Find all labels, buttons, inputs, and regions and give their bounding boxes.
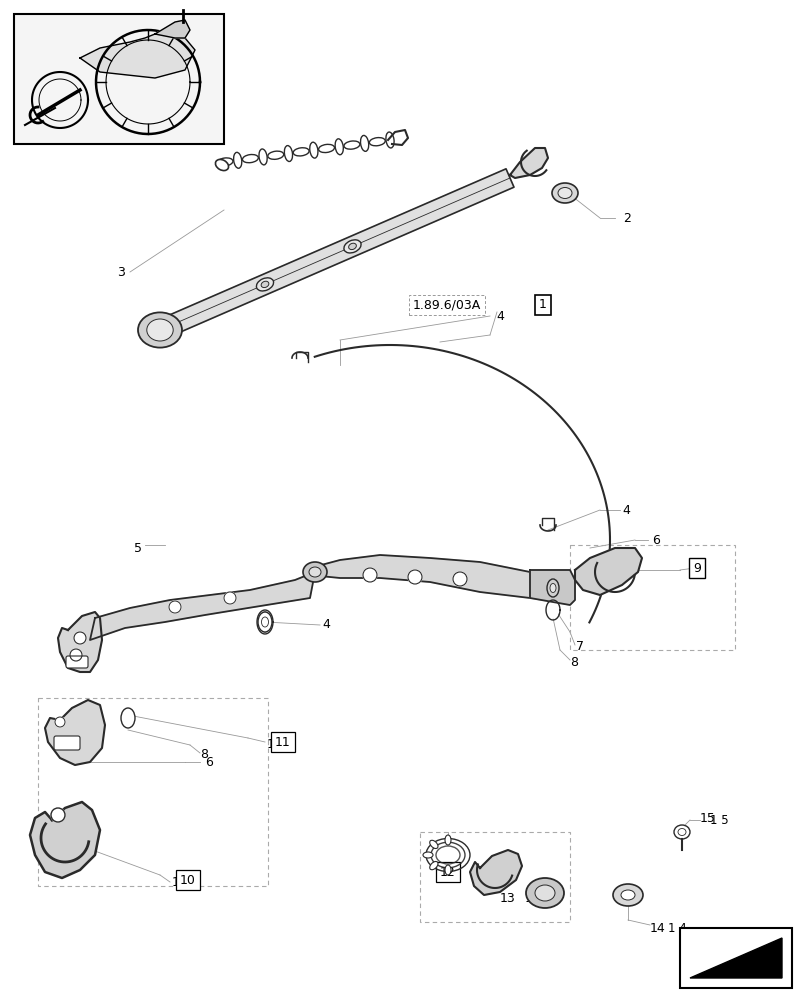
Polygon shape	[470, 850, 522, 895]
Text: 1.89.6/03A: 1.89.6/03A	[413, 298, 481, 312]
Ellipse shape	[138, 312, 182, 348]
Polygon shape	[575, 548, 642, 595]
Ellipse shape	[259, 149, 267, 165]
Ellipse shape	[613, 884, 643, 906]
Circle shape	[363, 568, 377, 582]
Ellipse shape	[386, 132, 394, 148]
Circle shape	[55, 717, 65, 727]
Polygon shape	[690, 938, 782, 978]
FancyBboxPatch shape	[54, 736, 80, 750]
Polygon shape	[155, 20, 190, 38]
Text: 6: 6	[652, 534, 660, 546]
Ellipse shape	[318, 144, 335, 153]
Text: 9: 9	[693, 562, 701, 574]
Polygon shape	[80, 34, 195, 78]
Ellipse shape	[309, 142, 318, 158]
Text: 10: 10	[180, 874, 196, 886]
Ellipse shape	[284, 146, 292, 161]
Bar	[14, 14, 224, 144]
Text: 5: 5	[134, 542, 142, 554]
Ellipse shape	[217, 158, 233, 166]
Ellipse shape	[547, 579, 559, 597]
Text: 12: 12	[488, 879, 503, 892]
Circle shape	[70, 649, 82, 661]
Text: 4: 4	[496, 310, 504, 322]
Polygon shape	[259, 612, 271, 632]
Polygon shape	[30, 802, 100, 878]
Ellipse shape	[216, 159, 229, 171]
Ellipse shape	[242, 155, 259, 163]
Ellipse shape	[445, 835, 451, 845]
Ellipse shape	[262, 617, 268, 627]
Text: 1 4: 1 4	[668, 922, 687, 934]
Ellipse shape	[267, 151, 284, 159]
Text: 13: 13	[525, 892, 541, 904]
Ellipse shape	[348, 243, 356, 250]
Text: 7: 7	[576, 641, 584, 654]
Text: 15: 15	[700, 812, 716, 824]
Ellipse shape	[293, 148, 309, 156]
Ellipse shape	[344, 141, 360, 149]
Text: 2: 2	[623, 212, 631, 225]
Text: 4: 4	[322, 618, 330, 632]
Ellipse shape	[430, 861, 438, 870]
Ellipse shape	[256, 278, 274, 291]
FancyBboxPatch shape	[66, 656, 88, 668]
Ellipse shape	[121, 708, 135, 728]
Polygon shape	[510, 148, 548, 178]
Text: 13: 13	[500, 892, 516, 904]
Text: 12: 12	[440, 865, 456, 879]
Ellipse shape	[369, 138, 385, 146]
Text: 14: 14	[650, 922, 666, 934]
Text: 11: 11	[267, 738, 283, 750]
Circle shape	[169, 601, 181, 613]
Ellipse shape	[526, 878, 564, 908]
Polygon shape	[45, 700, 105, 765]
Polygon shape	[310, 555, 535, 598]
Ellipse shape	[147, 319, 173, 341]
Ellipse shape	[344, 240, 361, 253]
Bar	[570, 545, 735, 650]
Ellipse shape	[423, 852, 433, 858]
Text: 8: 8	[570, 656, 578, 668]
Polygon shape	[156, 169, 514, 339]
Ellipse shape	[550, 584, 556, 592]
Text: 10: 10	[172, 876, 188, 888]
Text: 6: 6	[205, 756, 213, 768]
Ellipse shape	[445, 865, 451, 875]
Ellipse shape	[621, 890, 635, 900]
Text: 4: 4	[622, 504, 630, 516]
Ellipse shape	[552, 183, 578, 203]
Circle shape	[453, 572, 467, 586]
Circle shape	[51, 808, 65, 822]
Circle shape	[74, 632, 86, 644]
Text: 8: 8	[200, 748, 208, 762]
Bar	[420, 832, 570, 922]
Ellipse shape	[558, 188, 572, 198]
Ellipse shape	[535, 885, 555, 901]
Ellipse shape	[309, 567, 321, 577]
Polygon shape	[58, 612, 102, 672]
Text: 1: 1	[539, 298, 547, 312]
Circle shape	[224, 592, 236, 604]
Ellipse shape	[234, 152, 242, 168]
Ellipse shape	[430, 840, 438, 849]
Ellipse shape	[360, 135, 368, 151]
Ellipse shape	[335, 139, 343, 155]
Text: 1 5: 1 5	[710, 814, 729, 826]
Polygon shape	[548, 602, 558, 618]
Ellipse shape	[678, 828, 686, 836]
Text: 11: 11	[276, 736, 291, 748]
Ellipse shape	[261, 281, 269, 288]
Polygon shape	[530, 570, 575, 605]
Circle shape	[408, 570, 422, 584]
Bar	[38, 698, 268, 886]
Ellipse shape	[258, 612, 272, 632]
Bar	[680, 928, 792, 988]
Text: 3: 3	[117, 265, 125, 278]
Ellipse shape	[674, 825, 690, 839]
Polygon shape	[90, 572, 315, 640]
Ellipse shape	[303, 562, 327, 582]
